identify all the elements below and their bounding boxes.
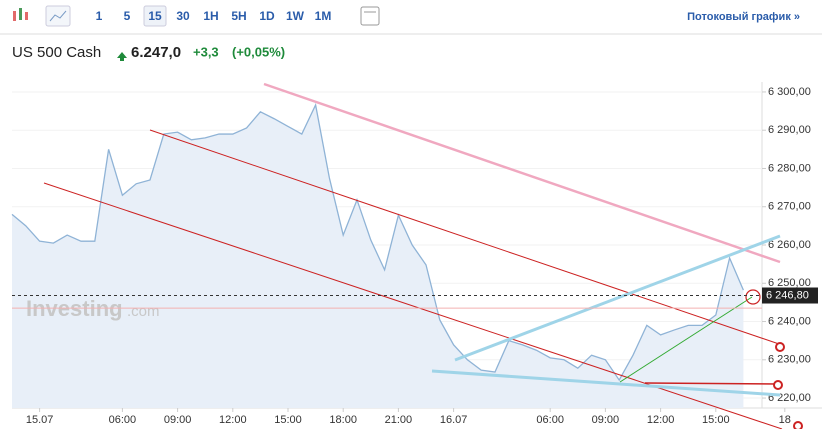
y-tick-label: 6 260,00 [768, 239, 811, 251]
red-level [644, 382, 779, 385]
x-tick-label: 15.07 [26, 414, 54, 426]
toolbar [0, 0, 822, 34]
y-tick-label: 6 250,00 [768, 277, 811, 289]
instrument-name: US 500 Cash [12, 44, 101, 61]
area-icon[interactable] [45, 5, 71, 27]
active-interval [143, 5, 167, 27]
x-tick-label: 09:00 [592, 414, 620, 426]
x-tick-label: 18:00 [329, 414, 357, 426]
handle[interactable] [793, 421, 803, 431]
green-line [619, 296, 753, 383]
interval[interactable]: 1 [96, 9, 103, 23]
overlay: 6 246,80 [12, 287, 818, 309]
y-tick-label: 6 230,00 [768, 354, 811, 366]
red-channel-line [149, 129, 783, 346]
x-tick-label: 18 [779, 414, 791, 426]
streaming-link[interactable]: Потоковый график » [687, 11, 800, 23]
x-tick-label: 12:00 [647, 414, 675, 426]
y-tick-label: 6 280,00 [768, 162, 811, 174]
interval[interactable]: 1D [259, 9, 275, 23]
candle-icon[interactable] [13, 8, 28, 21]
crosshair-circle[interactable] [745, 289, 761, 305]
blue-trendline [454, 234, 781, 362]
interval[interactable]: 1M [315, 9, 332, 23]
current-price-label: 6 246,80 [766, 289, 809, 301]
interval[interactable]: 15 [148, 9, 162, 23]
x-tick-label: 15:00 [274, 414, 302, 426]
x-tick-label: 12:00 [219, 414, 247, 426]
handle[interactable] [775, 342, 785, 352]
change: +3,3 [193, 44, 219, 59]
y-tick-label: 6 290,00 [768, 124, 811, 136]
interval[interactable]: 30 [176, 9, 190, 23]
x-tick-label: 15:00 [702, 414, 730, 426]
settings-icon[interactable] [360, 6, 380, 26]
x-tick-label: 06:00 [536, 414, 564, 426]
blue-trendline [431, 369, 781, 397]
x-tick-label: 16.07 [440, 414, 468, 426]
y-tick-label: 6 270,00 [768, 201, 811, 213]
current-price-box [762, 287, 818, 304]
y-tick-label: 6 300,00 [768, 86, 811, 98]
y-tick-label: 6 240,00 [768, 315, 811, 327]
interval[interactable]: 5H [231, 9, 246, 23]
up-arrow [117, 52, 127, 61]
x-tick-label: 09:00 [164, 414, 192, 426]
last-price: 6.247,0 [131, 44, 181, 61]
handle[interactable] [773, 380, 783, 390]
annotations [43, 82, 803, 431]
change-percent: (+0,05%) [232, 44, 285, 59]
interval[interactable]: 1H [203, 9, 218, 23]
interval[interactable]: 1W [286, 9, 305, 23]
plot: 6 300,00 6 290,00 6 280,00 6 270,00 6 260,00… [11, 86, 811, 426]
interval[interactable]: 5 [124, 9, 131, 23]
area-icon-line [49, 10, 67, 22]
x-tick-label: 21:00 [385, 414, 413, 426]
watermark-suffix: .com [127, 303, 160, 320]
x-tick-label: 06:00 [109, 414, 137, 426]
pink-trendline [263, 82, 781, 264]
